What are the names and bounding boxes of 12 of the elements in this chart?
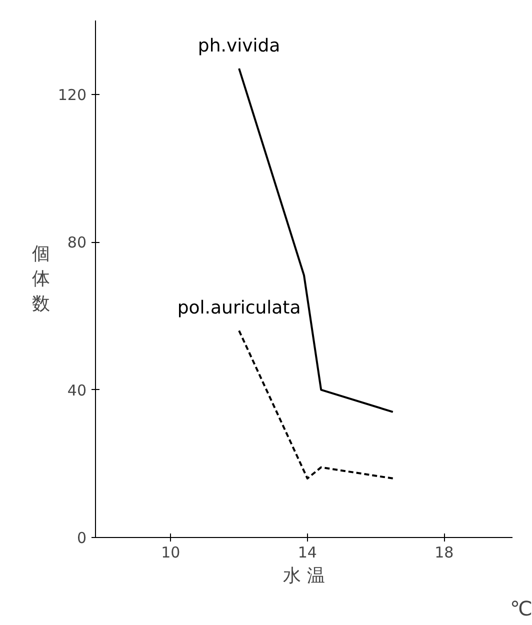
y-tick-label: 120	[58, 86, 87, 104]
x-tick-label: 18	[434, 544, 454, 562]
series-label: pol.auriculata	[177, 298, 301, 319]
text: ℃	[510, 596, 532, 620]
y-axis-title: 個体数	[32, 243, 50, 315]
y-tick-label: 0	[76, 529, 87, 547]
x-tick-label: 14	[298, 544, 317, 562]
y-tick-label: 40	[67, 381, 87, 400]
series-label: ph.vivida	[198, 36, 280, 57]
x-axis-title: 水 温	[283, 566, 325, 586]
y-tick-label: 80	[67, 234, 87, 252]
x-tick-label: 10	[161, 544, 180, 562]
